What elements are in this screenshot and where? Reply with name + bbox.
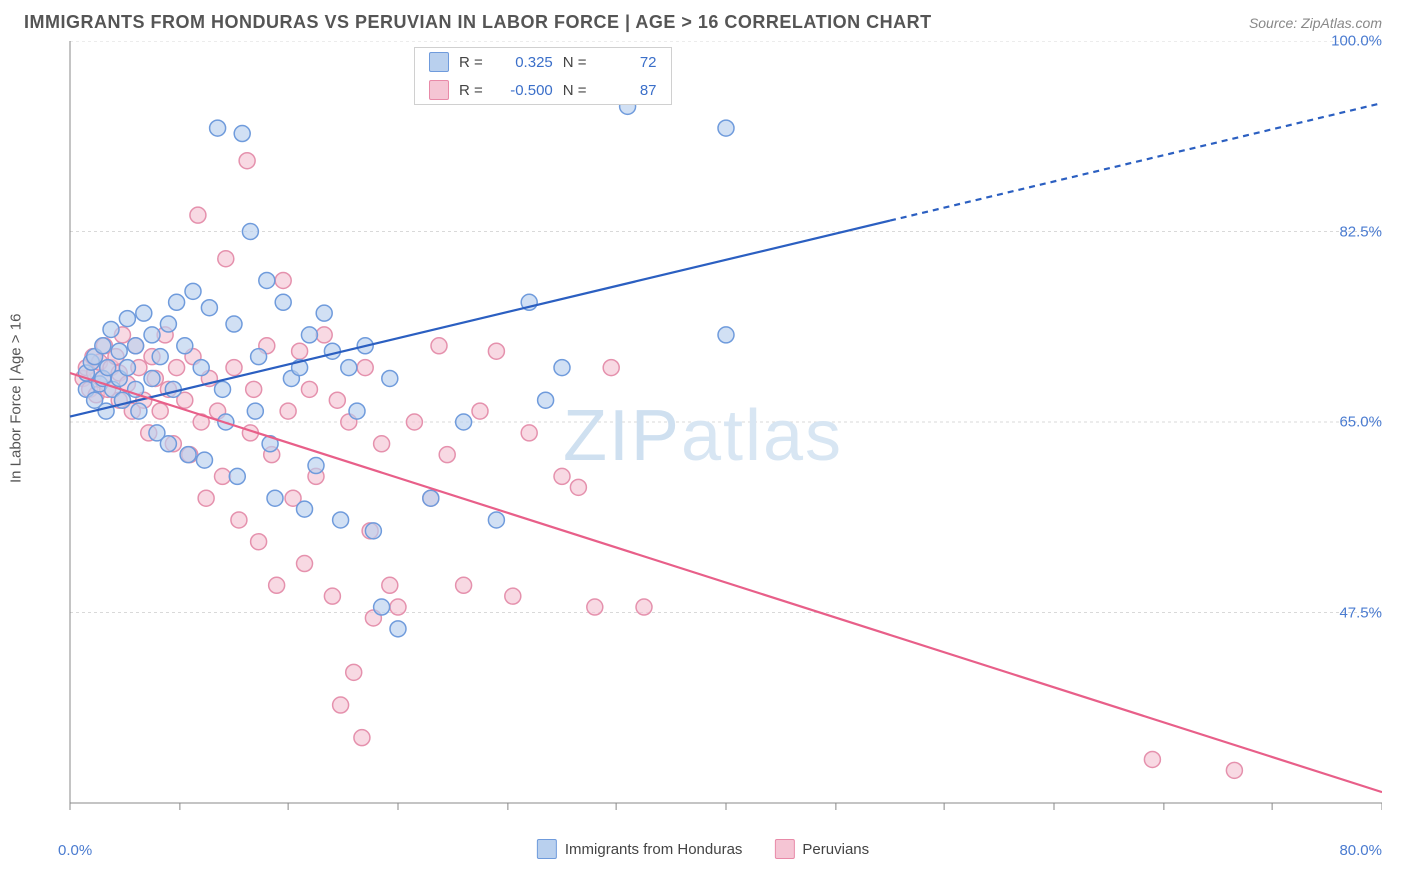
legend-top-row-0: R = 0.325 N = 72 [415,48,671,76]
legend-top-row-1: R = -0.500 N = 87 [415,76,671,104]
r-label: R = [459,54,483,71]
legend-label: Immigrants from Honduras [565,841,743,858]
correlation-scatter-chart [24,41,1382,831]
x-min-label: 0.0% [58,842,92,859]
n-value: 87 [597,82,657,99]
legend-item-honduras: Immigrants from Honduras [537,839,743,859]
n-value: 72 [597,54,657,71]
legend-top: R = 0.325 N = 72 R = -0.500 N = 87 [414,47,672,105]
y-axis-label: In Labor Force | Age > 16 [8,314,25,483]
r-label: R = [459,82,483,99]
n-label: N = [563,54,587,71]
legend-item-peruvians: Peruvians [774,839,869,859]
y-tick-label: 82.5% [1339,223,1382,240]
legend-swatch-blue [537,839,557,859]
y-tick-label: 47.5% [1339,604,1382,621]
chart-container: In Labor Force | Age > 16 ZIPatlas R = 0… [24,41,1382,831]
r-value: 0.325 [493,54,553,71]
legend-swatch-blue [429,52,449,72]
legend-swatch-pink [429,80,449,100]
y-tick-label: 65.0% [1339,414,1382,431]
chart-title: IMMIGRANTS FROM HONDURAS VS PERUVIAN IN … [24,12,932,33]
source-attribution: Source: ZipAtlas.com [1249,15,1382,31]
n-label: N = [563,82,587,99]
legend-bottom: Immigrants from Honduras Peruvians [537,839,869,859]
y-tick-label: 100.0% [1331,33,1382,50]
r-value: -0.500 [493,82,553,99]
x-max-label: 80.0% [1339,842,1382,859]
legend-swatch-pink [774,839,794,859]
legend-label: Peruvians [802,841,869,858]
